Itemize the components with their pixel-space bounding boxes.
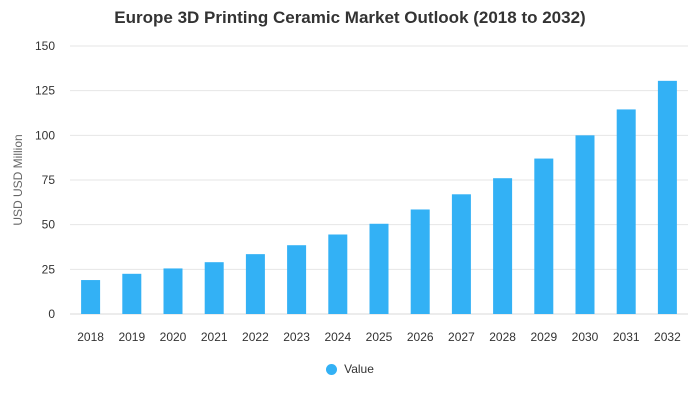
x-tick-label: 2018: [77, 330, 104, 344]
bar-2021[interactable]: [204, 262, 224, 314]
x-tick-label: 2019: [118, 330, 145, 344]
bar-2028[interactable]: [493, 178, 513, 314]
x-tick-label: 2025: [366, 330, 393, 344]
bar-2019[interactable]: [122, 273, 142, 314]
y-tick-label: 100: [35, 128, 55, 142]
bar-2026[interactable]: [410, 209, 430, 314]
x-axis-ticks: 2018 2019 2020 2021 2022 2023 2024 2025 2026 2027…: [77, 330, 681, 344]
x-tick-label: 2028: [489, 330, 516, 344]
legend-label-value: Value: [344, 362, 374, 376]
bar-2020[interactable]: [163, 268, 183, 314]
y-tick-label: 75: [42, 173, 56, 187]
x-tick-label: 2026: [407, 330, 434, 344]
y-tick-label: 0: [48, 307, 55, 321]
bar-2031[interactable]: [616, 109, 636, 314]
bar-2029[interactable]: [534, 158, 554, 314]
y-tick-label: 25: [42, 262, 56, 276]
bar-2025[interactable]: [369, 223, 389, 314]
bar-2024[interactable]: [328, 234, 348, 314]
y-axis-ticks: 0 25 50 75 100 125 150: [35, 39, 55, 321]
y-axis-title: USD USD Million: [11, 134, 25, 225]
y-tick-label: 150: [35, 39, 55, 53]
x-tick-label: 2030: [572, 330, 599, 344]
x-tick-label: 2031: [613, 330, 640, 344]
bar-2030[interactable]: [575, 135, 595, 314]
x-tick-label: 2024: [324, 330, 351, 344]
x-tick-label: 2027: [448, 330, 475, 344]
y-tick-label: 125: [35, 84, 55, 98]
x-tick-label: 2023: [283, 330, 310, 344]
x-tick-label: 2032: [654, 330, 681, 344]
x-tick-label: 2021: [201, 330, 228, 344]
x-tick-label: 2020: [160, 330, 187, 344]
legend-swatch-value: [326, 363, 338, 375]
chart-title: Europe 3D Printing Ceramic Market Outloo…: [114, 8, 586, 27]
bar-2022[interactable]: [245, 254, 265, 314]
bar-2032[interactable]: [657, 80, 677, 314]
bar-2018[interactable]: [81, 280, 101, 314]
y-tick-label: 50: [42, 218, 56, 232]
bar-2027[interactable]: [451, 194, 471, 314]
legend[interactable]: Value: [0, 362, 700, 376]
bar-2023[interactable]: [287, 245, 307, 314]
x-tick-label: 2029: [530, 330, 557, 344]
bars: [81, 80, 677, 314]
x-tick-label: 2022: [242, 330, 269, 344]
